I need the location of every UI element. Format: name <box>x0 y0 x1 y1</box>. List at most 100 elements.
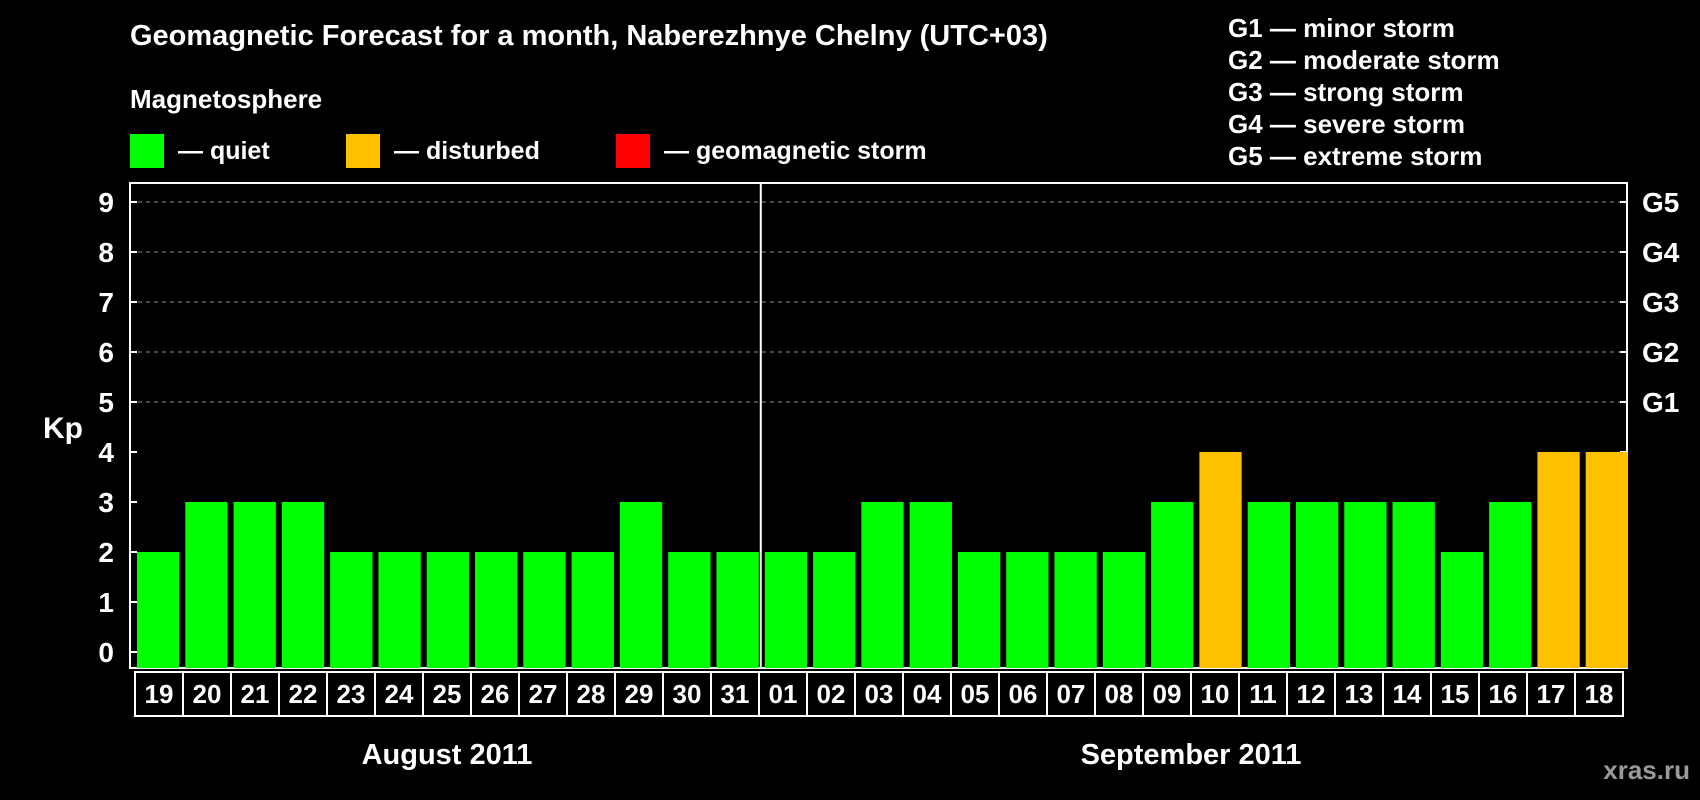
x-tick-label: 22 <box>289 679 318 709</box>
disturbed-swatch <box>346 134 380 168</box>
bar-20 <box>1054 552 1097 668</box>
x-tick-label: 15 <box>1441 679 1470 709</box>
bar-22 <box>1151 502 1194 668</box>
x-tick-label: 24 <box>385 679 414 709</box>
x-tick-label: 06 <box>1009 679 1038 709</box>
right-tick-label-g2: G2 <box>1642 337 1679 368</box>
x-tick-label: 05 <box>961 679 990 709</box>
x-tick-label: 16 <box>1489 679 1518 709</box>
y-tick-label: 7 <box>98 287 114 318</box>
right-tick-label-g5: G5 <box>1642 187 1679 218</box>
x-tick-label: 09 <box>1153 679 1182 709</box>
x-tick-label: 28 <box>577 679 606 709</box>
bar-7 <box>426 552 470 668</box>
bar-14 <box>764 552 808 668</box>
x-tick-label: 11 <box>1249 679 1277 709</box>
x-tick-label: 30 <box>673 679 702 709</box>
x-tick-label: 31 <box>721 679 750 709</box>
x-tick-label: 26 <box>481 679 510 709</box>
bar-25 <box>1295 502 1339 668</box>
bar-19 <box>1006 552 1049 668</box>
y-tick-label: 3 <box>98 487 114 518</box>
bar-31 <box>1585 452 1628 668</box>
quiet-swatch <box>130 134 164 168</box>
x-tick-label: 10 <box>1201 679 1230 709</box>
bar-23 <box>1199 452 1242 668</box>
month-label-1: August 2011 <box>362 739 533 771</box>
x-tick-label: 01 <box>769 679 798 709</box>
bar-8 <box>475 552 518 668</box>
x-tick-label: 21 <box>241 679 270 709</box>
right-tick-label-g1: G1 <box>1642 387 1679 418</box>
bar-11 <box>619 502 663 668</box>
x-tick-label: 20 <box>193 679 222 709</box>
bar-28 <box>1440 552 1484 668</box>
legend-item-disturbed: — disturbed <box>346 134 540 168</box>
x-tick-label: 17 <box>1537 679 1566 709</box>
bar-2 <box>185 502 228 668</box>
y-tick-label: 9 <box>98 187 114 218</box>
bar-15 <box>813 552 856 668</box>
bar-1 <box>137 552 180 668</box>
storm-swatch <box>616 134 650 168</box>
bar-16 <box>861 502 904 668</box>
storm-level-g2: G2 — moderate storm <box>1228 45 1500 75</box>
legend-label-disturbed: — disturbed <box>394 136 540 165</box>
bar-12 <box>668 552 711 668</box>
x-tick-label: 27 <box>529 679 558 709</box>
y-tick-label: 1 <box>98 587 114 618</box>
x-tick-label: 08 <box>1105 679 1134 709</box>
date-row-frame <box>134 671 1624 717</box>
x-tick-label: 13 <box>1345 679 1374 709</box>
y-tick-label: 2 <box>98 537 114 568</box>
bar-27 <box>1392 502 1435 668</box>
bar-5 <box>330 552 373 668</box>
x-tick-label: 29 <box>625 679 654 709</box>
y-axis-label: Kp <box>43 412 83 445</box>
month-label-2: September 2011 <box>1081 739 1302 771</box>
bar-29 <box>1489 502 1532 668</box>
x-tick-label: 07 <box>1057 679 1086 709</box>
x-tick-label: 23 <box>337 679 366 709</box>
right-tick-label-g4: G4 <box>1642 237 1680 268</box>
legend-item-quiet: — quiet <box>130 134 270 168</box>
right-tick-label-g3: G3 <box>1642 287 1679 318</box>
y-tick-label: 4 <box>98 437 114 468</box>
y-tick-label: 0 <box>98 637 114 668</box>
storm-level-g4: G4 — severe storm <box>1228 109 1466 139</box>
bar-13 <box>716 552 759 668</box>
storm-level-g1: G1 — minor storm <box>1228 13 1455 43</box>
bar-18 <box>957 552 1001 668</box>
x-tick-label: 14 <box>1393 679 1422 709</box>
legend-label-storm: — geomagnetic storm <box>664 136 927 165</box>
bar-26 <box>1344 502 1387 668</box>
legend-heading: Magnetosphere <box>130 84 323 114</box>
x-tick-label: 02 <box>817 679 846 709</box>
watermark: xras.ru <box>1603 755 1690 785</box>
bar-21 <box>1102 552 1146 668</box>
chart-title: Geomagnetic Forecast for a month, Nabere… <box>130 20 1048 52</box>
bar-9 <box>523 552 566 668</box>
y-tick-label: 8 <box>98 237 114 268</box>
x-tick-label: 19 <box>145 679 174 709</box>
bar-17 <box>909 502 952 668</box>
storm-level-g5: G5 — extreme storm <box>1228 141 1483 171</box>
x-tick-label: 12 <box>1297 679 1326 709</box>
bar-4 <box>281 502 325 668</box>
x-tick-label: 04 <box>913 679 942 709</box>
bar-10 <box>571 552 614 668</box>
y-tick-label: 6 <box>98 337 114 368</box>
storm-level-legend: G1 — minor storm G2 — moderate storm G3 … <box>1228 12 1500 172</box>
bar-6 <box>378 552 421 668</box>
x-tick-label: 18 <box>1585 679 1614 709</box>
x-tick-label: 03 <box>865 679 894 709</box>
storm-level-g3: G3 — strong storm <box>1228 77 1464 107</box>
legend-label-quiet: — quiet <box>178 136 270 165</box>
bar-3 <box>233 502 276 668</box>
bar-30 <box>1537 452 1580 668</box>
bar-24 <box>1247 502 1290 668</box>
y-tick-label: 5 <box>98 387 114 418</box>
x-tick-label: 25 <box>433 679 462 709</box>
legend-item-storm: — geomagnetic storm <box>616 134 927 168</box>
